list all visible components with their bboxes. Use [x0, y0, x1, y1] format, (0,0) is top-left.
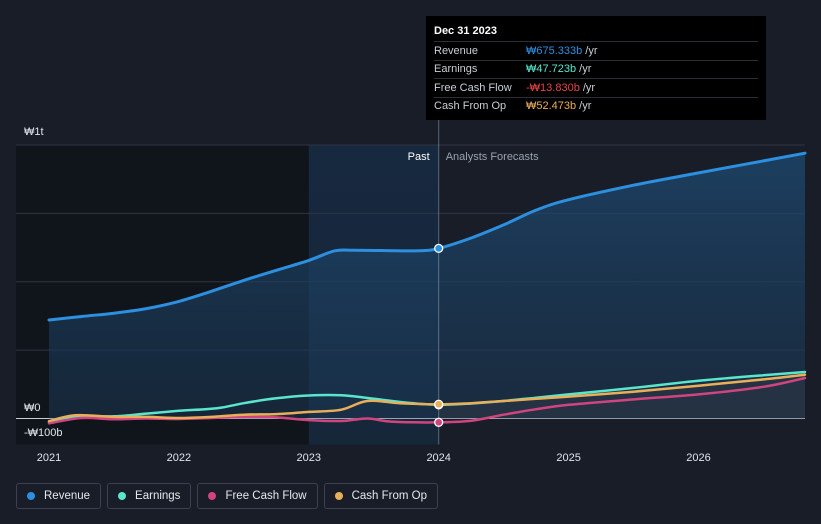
cash-from-op-line [47, 373, 807, 423]
tooltip-unit: /yr [579, 63, 592, 76]
legend-item-earnings[interactable]: Earnings [107, 483, 192, 509]
revenue-area [49, 153, 805, 419]
past-label: Past [408, 151, 430, 163]
tooltip-unit: /yr [579, 100, 592, 113]
earnings-line [47, 370, 807, 424]
legend-item-cash-from-op[interactable]: Cash From Op [323, 483, 439, 509]
tooltip-series-value: ₩52.473b [526, 100, 577, 113]
tooltip-row: Cash From Op ₩52.473b/yr [434, 96, 758, 116]
legend-item-free-cash-flow[interactable]: Free Cash Flow [197, 483, 318, 509]
x-tick-label: 2025 [556, 452, 580, 464]
legend: Revenue Earnings Free Cash Flow Cash From O… [16, 483, 439, 509]
y-axis-label: ₩1t [24, 126, 44, 138]
tooltip-series-name: Revenue [434, 44, 479, 57]
tooltip-series-name: Free Cash Flow [434, 81, 512, 94]
tooltip-date: Dec 31 2023 [434, 25, 497, 37]
legend-label: Cash From Op [351, 490, 428, 502]
legend-item-revenue[interactable]: Revenue [16, 483, 102, 509]
forecast-label: Analysts Forecasts [446, 151, 539, 163]
legend-dot-icon [118, 492, 127, 500]
tooltip-series-name: Cash From Op [434, 100, 507, 113]
tooltip-series-name: Earnings [434, 63, 478, 76]
legend-label: Free Cash Flow [225, 490, 307, 502]
legend-dot-icon [27, 492, 35, 500]
tooltip-unit: /yr [582, 81, 596, 94]
free-cash-flow-marker [434, 417, 444, 427]
legend-label: Earnings [135, 490, 181, 502]
tooltip-unit: /yr [585, 44, 598, 57]
tooltip: Dec 31 2023 Revenue ₩675.333b/yr Earnings ₩… [426, 16, 766, 120]
x-tick-label: 2024 [426, 452, 450, 464]
forecast-shade [438, 374, 805, 419]
tooltip-row: Revenue ₩675.333b/yr [434, 41, 758, 60]
tooltip-row: Free Cash Flow -₩13.830b/yr [434, 78, 758, 97]
free-cash-flow-line [47, 376, 807, 425]
tooltip-row: Earnings ₩47.723b/yr [434, 59, 758, 79]
revenue-marker [434, 243, 444, 254]
x-tick-label: 2023 [297, 452, 321, 464]
revenue-line [47, 151, 807, 322]
tooltip-series-value: -₩13.830b [526, 81, 580, 94]
x-tick-label: 2022 [167, 452, 191, 464]
legend-label: Revenue [44, 490, 91, 502]
x-tick-label: 2021 [37, 452, 61, 464]
legend-dot-icon [334, 492, 343, 500]
cash-from-op-marker [434, 399, 444, 409]
tooltip-series-value: ₩675.333b [526, 44, 583, 57]
legend-dot-icon [208, 492, 217, 500]
y-axis-label: ₩0 [24, 402, 41, 414]
y-axis-label: -₩100b [24, 427, 63, 439]
tooltip-series-value: ₩47.723b [526, 63, 577, 76]
x-tick-label: 2026 [686, 452, 710, 464]
